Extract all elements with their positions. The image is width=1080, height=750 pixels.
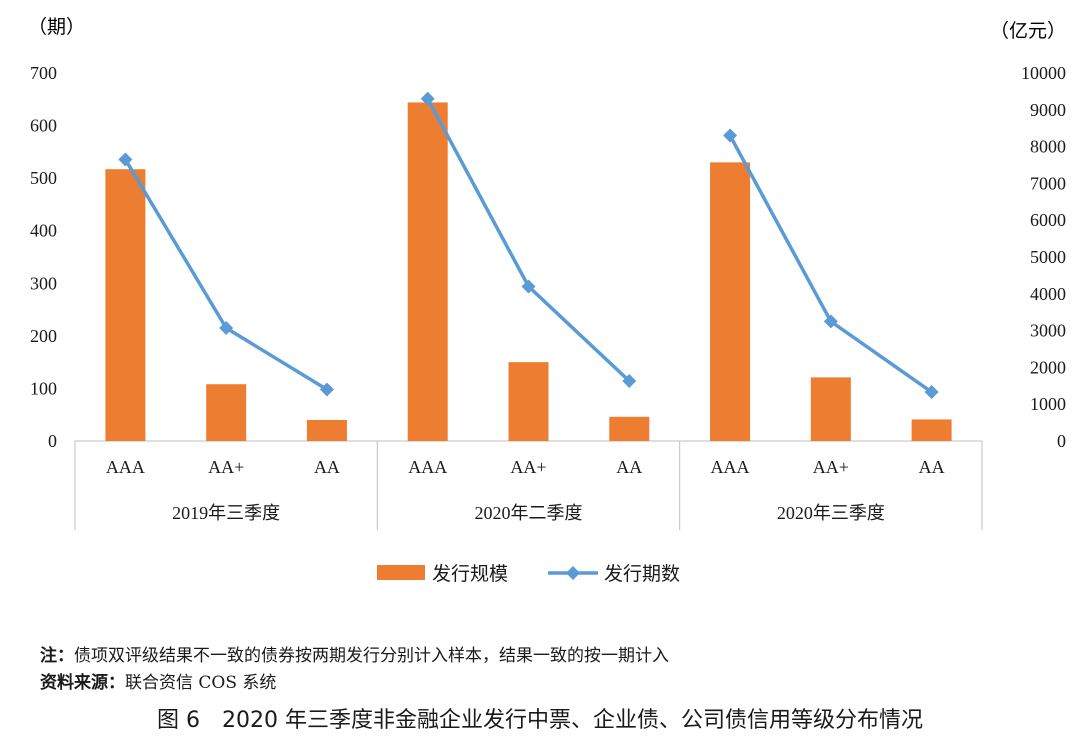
left-tick-label: 0 bbox=[48, 431, 57, 451]
bar bbox=[407, 102, 448, 441]
line-point bbox=[219, 321, 234, 336]
source-text: 联合资信 COS 系统 bbox=[125, 673, 277, 693]
line-point bbox=[823, 314, 838, 329]
source-label: 资料来源： bbox=[40, 673, 125, 693]
legend-swatch-bar bbox=[377, 565, 425, 580]
line-series bbox=[118, 91, 939, 400]
category-label: AAA bbox=[106, 457, 145, 477]
bar bbox=[810, 377, 851, 441]
figure-caption: 图 6 2020 年三季度非金融企业发行中票、企业债、公司债信用等级分布情况 bbox=[157, 708, 923, 733]
left-axis-unit: （期） bbox=[28, 16, 85, 38]
right-tick-label: 10000 bbox=[1021, 63, 1066, 83]
line-point bbox=[622, 374, 637, 389]
category-label: AAA bbox=[711, 457, 750, 477]
group-labels: 2019年三季度 2020年二季度 2020年三季度 bbox=[172, 503, 885, 523]
category-labels: AAA AA+ AA AAA AA+ AA AAA AA+ AA bbox=[106, 457, 945, 477]
source-note: 资料来源：联合资信 COS 系统 bbox=[40, 668, 276, 693]
category-label: AA bbox=[616, 457, 642, 477]
legend: 发行规模 发行期数 bbox=[377, 563, 680, 585]
category-label: AAA bbox=[408, 457, 447, 477]
left-axis-ticks: 0 100 200 300 400 500 600 700 bbox=[30, 63, 57, 451]
left-tick-label: 100 bbox=[30, 378, 57, 398]
bar bbox=[508, 362, 549, 441]
group-label: 2020年三季度 bbox=[777, 503, 885, 523]
bar bbox=[911, 419, 952, 441]
right-tick-label: 3000 bbox=[1030, 321, 1066, 341]
legend-swatch-marker bbox=[566, 566, 580, 580]
legend-label-line: 发行期数 bbox=[604, 563, 680, 585]
bar bbox=[206, 384, 247, 441]
left-tick-label: 700 bbox=[30, 63, 57, 83]
line-point bbox=[521, 279, 536, 294]
category-label: AA+ bbox=[510, 457, 546, 477]
right-axis-unit: （亿元） bbox=[990, 20, 1066, 42]
group-label: 2019年三季度 bbox=[172, 503, 280, 523]
left-tick-label: 500 bbox=[30, 168, 57, 188]
left-tick-label: 300 bbox=[30, 273, 57, 293]
right-axis-ticks: 0 1000 2000 3000 4000 5000 6000 7000 8000 9000 100… bbox=[1021, 63, 1066, 451]
right-tick-label: 9000 bbox=[1030, 100, 1066, 120]
right-tick-label: 5000 bbox=[1030, 247, 1066, 267]
category-label: AA bbox=[919, 457, 945, 477]
right-tick-label: 2000 bbox=[1030, 357, 1066, 377]
legend-label-bar: 发行规模 bbox=[432, 563, 508, 585]
note-text: 债项双评级结果不一致的债券按两期发行分别计入样本，结果一致的按一期计入 bbox=[74, 646, 669, 666]
note: 注：债项双评级结果不一致的债券按两期发行分别计入样本，结果一致的按一期计入 bbox=[40, 641, 669, 666]
bar bbox=[105, 169, 146, 441]
category-label: AA+ bbox=[208, 457, 244, 477]
series-line bbox=[426, 97, 631, 383]
series-line bbox=[728, 134, 933, 394]
left-tick-label: 400 bbox=[30, 221, 57, 241]
line-point bbox=[723, 128, 738, 143]
line-point bbox=[924, 385, 939, 400]
group-label: 2020年二季度 bbox=[475, 503, 583, 523]
bar bbox=[306, 419, 347, 441]
line-point bbox=[420, 91, 435, 106]
bar bbox=[710, 162, 751, 441]
left-tick-label: 200 bbox=[30, 326, 57, 346]
right-tick-label: 0 bbox=[1057, 431, 1066, 451]
right-tick-label: 8000 bbox=[1030, 137, 1066, 157]
chart: （期） （亿元） 0 100 200 300 400 500 600 700 0 1000 200… bbox=[28, 16, 1066, 585]
line-point bbox=[118, 152, 133, 167]
note-label: 注： bbox=[40, 646, 74, 666]
left-tick-label: 600 bbox=[30, 116, 57, 136]
bar bbox=[609, 416, 650, 441]
series-line bbox=[123, 158, 328, 391]
line-point bbox=[319, 382, 334, 397]
category-label: AA bbox=[314, 457, 340, 477]
right-tick-label: 4000 bbox=[1030, 284, 1066, 304]
bar-series bbox=[105, 102, 952, 441]
right-tick-label: 6000 bbox=[1030, 210, 1066, 230]
category-label: AA+ bbox=[813, 457, 849, 477]
right-tick-label: 7000 bbox=[1030, 173, 1066, 193]
right-tick-label: 1000 bbox=[1030, 394, 1066, 414]
